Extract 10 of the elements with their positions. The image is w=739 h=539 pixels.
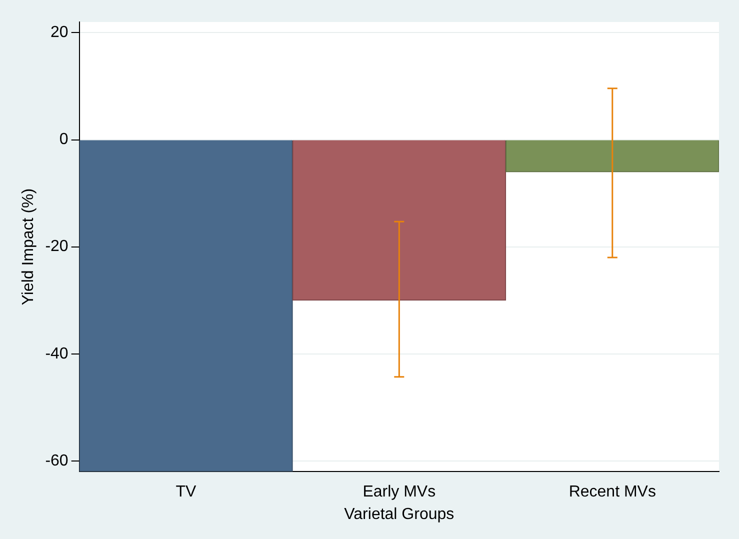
y-tick-label: 0 — [59, 131, 68, 148]
y-tick-label: -20 — [45, 238, 68, 256]
y-tick-label: 20 — [50, 24, 68, 42]
y-axis-title: Yield Impact (%) — [20, 188, 38, 306]
x-axis-title: Varietal Groups — [344, 506, 454, 523]
x-tick-label: Early MVs — [362, 484, 436, 501]
x-tick-label: Recent MVs — [568, 484, 656, 501]
y-tick-label: -60 — [45, 452, 68, 470]
x-tick-label: TV — [176, 484, 196, 501]
y-tick-label: -40 — [45, 345, 68, 362]
